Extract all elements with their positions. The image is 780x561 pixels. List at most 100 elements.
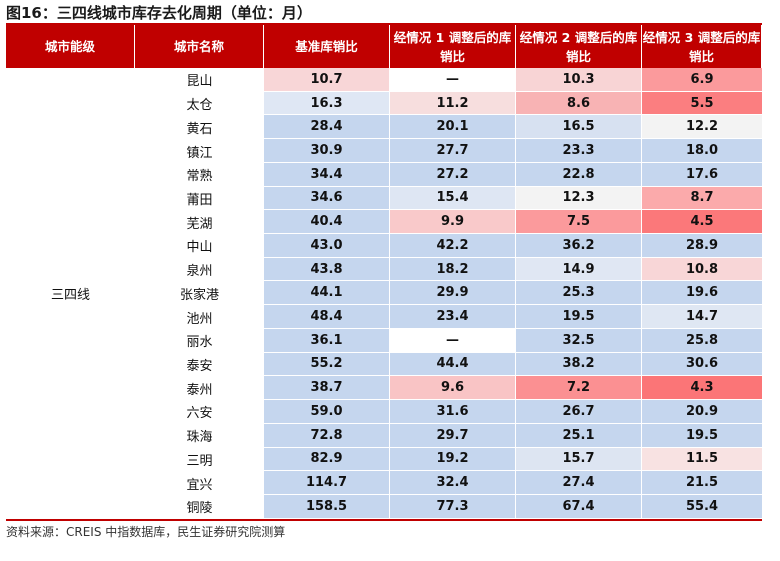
ratio-cell: 16.3 xyxy=(264,91,390,116)
ratio-cell: 44.1 xyxy=(264,281,390,306)
ratio-cell: 12.3 xyxy=(516,186,642,211)
ratio-cell: 23.3 xyxy=(516,139,642,163)
city-name-cell: 泰州 xyxy=(135,376,264,401)
table-bottom-divider xyxy=(6,519,762,521)
header-scenario-2: 经情况 2 调整后的库销比 xyxy=(516,25,642,68)
city-name-cell: 宜兴 xyxy=(135,471,264,495)
ratio-cell: — xyxy=(390,68,516,92)
city-name-cell: 昆山 xyxy=(135,68,264,92)
ratio-cell: 16.5 xyxy=(516,115,642,140)
ratio-cell: — xyxy=(390,328,516,353)
ratio-cell: 38.2 xyxy=(516,352,642,377)
ratio-cell: 27.2 xyxy=(390,162,516,187)
city-name-cell: 太仓 xyxy=(135,91,264,116)
ratio-cell: 158.5 xyxy=(264,494,390,519)
city-name-cell: 黄石 xyxy=(135,115,264,140)
ratio-cell: 55.4 xyxy=(642,494,762,519)
ratio-cell: 19.5 xyxy=(516,305,642,329)
ratio-cell: 31.6 xyxy=(390,400,516,424)
ratio-cell: 4.5 xyxy=(642,210,762,235)
ratio-cell: 30.6 xyxy=(642,352,762,377)
ratio-cell: 10.7 xyxy=(264,68,390,92)
ratio-cell: 7.5 xyxy=(516,210,642,235)
ratio-cell: 5.5 xyxy=(642,91,762,116)
ratio-cell: 32.4 xyxy=(390,471,516,495)
ratio-cell: 43.0 xyxy=(264,234,390,258)
ratio-cell: 23.4 xyxy=(390,305,516,329)
ratio-cell: 26.7 xyxy=(516,400,642,424)
city-name-cell: 镇江 xyxy=(135,139,264,163)
ratio-cell: 44.4 xyxy=(390,352,516,377)
city-name-cell: 中山 xyxy=(135,234,264,258)
header-scenario-1: 经情况 1 调整后的库销比 xyxy=(390,25,516,68)
ratio-cell: 43.8 xyxy=(264,257,390,282)
ratio-cell: 18.0 xyxy=(642,139,762,163)
ratio-cell: 22.8 xyxy=(516,162,642,187)
ratio-cell: 20.9 xyxy=(642,400,762,424)
city-name-cell: 三明 xyxy=(135,447,264,472)
header-base-ratio: 基准库销比 xyxy=(264,25,390,68)
ratio-cell: 34.4 xyxy=(264,162,390,187)
ratio-cell: 19.5 xyxy=(642,423,762,448)
tier-cell: 三四线 xyxy=(6,68,135,519)
ratio-cell: 8.7 xyxy=(642,186,762,211)
ratio-cell: 9.9 xyxy=(390,210,516,235)
ratio-cell: 12.2 xyxy=(642,115,762,140)
header-city-name: 城市名称 xyxy=(135,25,264,68)
city-name-cell: 莆田 xyxy=(135,186,264,211)
ratio-cell: 67.4 xyxy=(516,494,642,519)
city-name-cell: 泰安 xyxy=(135,352,264,377)
ratio-cell: 72.8 xyxy=(264,423,390,448)
city-name-cell: 六安 xyxy=(135,400,264,424)
ratio-cell: 18.2 xyxy=(390,257,516,282)
ratio-cell: 15.4 xyxy=(390,186,516,211)
ratio-cell: 9.6 xyxy=(390,376,516,401)
ratio-cell: 10.3 xyxy=(516,68,642,92)
ratio-cell: 48.4 xyxy=(264,305,390,329)
city-name-cell: 泉州 xyxy=(135,257,264,282)
city-name-cell: 丽水 xyxy=(135,328,264,353)
ratio-cell: 25.3 xyxy=(516,281,642,306)
ratio-cell: 30.9 xyxy=(264,139,390,163)
ratio-cell: 32.5 xyxy=(516,328,642,353)
ratio-cell: 27.7 xyxy=(390,139,516,163)
ratio-cell: 42.2 xyxy=(390,234,516,258)
figure-title: 图16：三四线城市库存去化周期（单位：月） xyxy=(6,4,312,22)
ratio-cell: 20.1 xyxy=(390,115,516,140)
ratio-cell: 21.5 xyxy=(642,471,762,495)
city-name-cell: 常熟 xyxy=(135,162,264,187)
ratio-cell: 10.8 xyxy=(642,257,762,282)
ratio-cell: 11.5 xyxy=(642,447,762,472)
city-name-cell: 铜陵 xyxy=(135,494,264,519)
ratio-cell: 6.9 xyxy=(642,68,762,92)
ratio-cell: 25.1 xyxy=(516,423,642,448)
ratio-cell: 36.2 xyxy=(516,234,642,258)
ratio-cell: 77.3 xyxy=(390,494,516,519)
ratio-cell: 114.7 xyxy=(264,471,390,495)
ratio-cell: 7.2 xyxy=(516,376,642,401)
ratio-cell: 17.6 xyxy=(642,162,762,187)
ratio-cell: 14.7 xyxy=(642,305,762,329)
ratio-cell: 36.1 xyxy=(264,328,390,353)
title-divider xyxy=(6,23,762,25)
ratio-cell: 11.2 xyxy=(390,91,516,116)
ratio-cell: 15.7 xyxy=(516,447,642,472)
ratio-cell: 34.6 xyxy=(264,186,390,211)
source-note: 资料来源：CREIS 中指数据库，民生证券研究院测算 xyxy=(6,525,286,539)
ratio-cell: 27.4 xyxy=(516,471,642,495)
city-name-cell: 珠海 xyxy=(135,423,264,448)
ratio-cell: 19.6 xyxy=(642,281,762,306)
ratio-cell: 38.7 xyxy=(264,376,390,401)
ratio-cell: 29.7 xyxy=(390,423,516,448)
ratio-cell: 29.9 xyxy=(390,281,516,306)
ratio-cell: 14.9 xyxy=(516,257,642,282)
ratio-cell: 40.4 xyxy=(264,210,390,235)
ratio-cell: 28.4 xyxy=(264,115,390,140)
ratio-cell: 82.9 xyxy=(264,447,390,472)
ratio-cell: 25.8 xyxy=(642,328,762,353)
ratio-cell: 55.2 xyxy=(264,352,390,377)
ratio-cell: 19.2 xyxy=(390,447,516,472)
ratio-cell: 4.3 xyxy=(642,376,762,401)
ratio-cell: 28.9 xyxy=(642,234,762,258)
city-name-cell: 张家港 xyxy=(135,281,264,306)
